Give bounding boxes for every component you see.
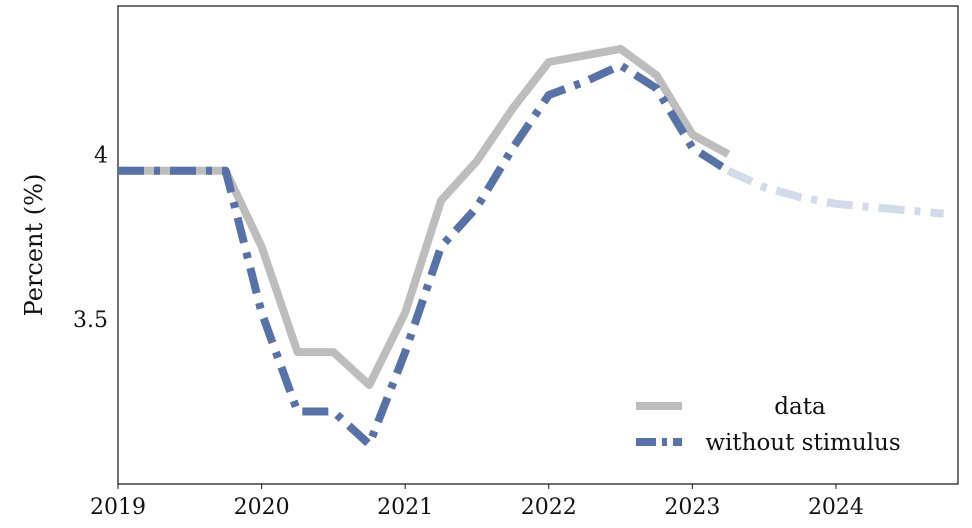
y-axis-label: Percent (%): [20, 174, 48, 317]
y-tick-label: 4: [94, 143, 108, 168]
series-line-projection: [726, 167, 944, 218]
legend: data without stimulus: [636, 394, 901, 456]
x-tick-label: 2021: [377, 495, 433, 520]
x-tick-label: 2024: [808, 495, 864, 520]
x-axis: 2019 2020 2021 2022 2023 2024: [90, 484, 864, 520]
series-line-data: [118, 44, 731, 390]
x-tick-label: 2023: [664, 495, 720, 520]
plot-area-frame: [117, 5, 959, 485]
legend-label-without-stimulus: without stimulus: [705, 430, 900, 456]
series-layer: [118, 44, 944, 449]
x-tick-label: 2022: [521, 495, 577, 520]
x-tick-label: 2020: [234, 495, 290, 520]
legend-label-data: data: [774, 394, 826, 420]
y-axis: 3.54: [73, 143, 108, 333]
x-tick-label: 2019: [90, 495, 146, 520]
y-tick-label: 3.5: [73, 308, 108, 333]
series-line-without-stimulus: [118, 61, 731, 449]
